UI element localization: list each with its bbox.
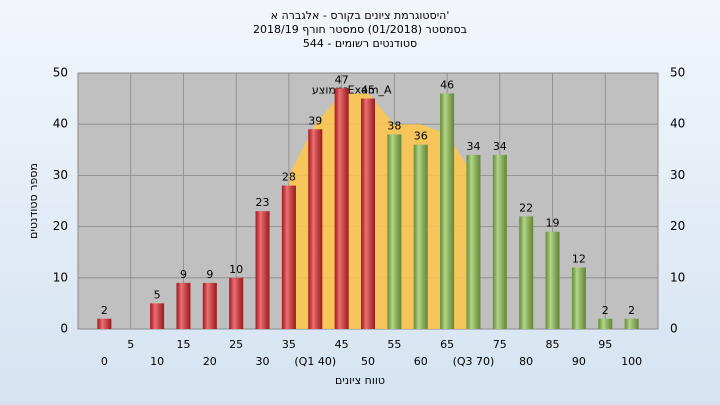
bar-shine (624, 318, 639, 329)
x-tick-label: 100 (621, 355, 642, 368)
data-label: 9 (206, 268, 213, 281)
y2-tick-label: 0 (670, 322, 678, 336)
bar-shine (440, 93, 455, 329)
x-tick-label: 10 (150, 355, 164, 368)
data-label: 19 (546, 217, 560, 230)
data-label: 23 (256, 196, 270, 209)
y2-tick-label: 20 (670, 219, 685, 233)
x-tick-label: 95 (598, 338, 612, 351)
y2-tick-label: 30 (670, 168, 685, 182)
data-label: 36 (414, 130, 428, 143)
bar-shine (334, 88, 349, 329)
y2-tick-label: 10 (670, 270, 685, 284)
x-tick-label: 0 (101, 355, 108, 368)
x-tick-label: 75 (493, 338, 507, 351)
x-axis-label: טווח ציונים (335, 374, 385, 387)
bar-shine (361, 98, 375, 329)
x-tick-label: 5 (127, 338, 134, 351)
data-label: 28 (282, 171, 296, 184)
data-label: 5 (154, 288, 161, 301)
x-tick-label: 30 (256, 355, 270, 368)
y-tick-label: 40 (53, 117, 68, 131)
bar-shine (492, 154, 507, 329)
data-label: 47 (335, 73, 349, 86)
y-tick-label: 0 (60, 322, 68, 336)
y-tick-label: 50 (53, 66, 68, 80)
y2-tick-label: 50 (670, 66, 685, 80)
x-tick-label: 85 (546, 338, 560, 351)
chart-subtitle: בסמסטר (01/2018) סמסטר חורף 2018/19 (253, 23, 467, 36)
bar-shine (571, 267, 586, 329)
x-tick-label: (Q3 70) (453, 355, 495, 368)
x-tick-label: 90 (572, 355, 586, 368)
bar-shine (229, 277, 244, 329)
area-label: Exam_A (348, 83, 392, 96)
bar-shine (413, 144, 428, 329)
bar-shine (545, 231, 560, 329)
chart-subtitle: 544 - סטודנטים רשומים (303, 37, 417, 50)
data-label: 46 (440, 78, 454, 91)
x-tick-label: 25 (229, 338, 243, 351)
y2-tick-label: 40 (670, 117, 685, 131)
bar-shine (255, 211, 270, 329)
x-tick-label: 60 (414, 355, 428, 368)
x-tick-label: 55 (387, 338, 401, 351)
data-label: 2 (628, 304, 635, 317)
bar-shine (308, 129, 323, 329)
data-label: 34 (466, 140, 480, 153)
bar-shine (202, 282, 217, 329)
y-axis-label: מספר סטודנטים (27, 163, 40, 239)
data-label: 10 (229, 263, 243, 276)
bar-shine (519, 216, 534, 329)
y-tick-label: 10 (53, 270, 68, 284)
data-label: 2 (101, 304, 108, 317)
x-tick-label: 35 (282, 338, 296, 351)
x-tick-label: 50 (361, 355, 375, 368)
data-label: 34 (493, 140, 507, 153)
bar-shine (176, 282, 191, 329)
x-tick-label: 65 (440, 338, 454, 351)
bar-shine (150, 303, 165, 329)
data-label: 45 (361, 84, 375, 97)
x-tick-label: 80 (519, 355, 533, 368)
chart-title: היסטוגרמת ציונים בקורס - אלגברה א' (271, 9, 450, 22)
data-label: 22 (519, 201, 533, 214)
y-tick-label: 20 (53, 219, 68, 233)
x-tick-label: 20 (203, 355, 217, 368)
bar-shine (466, 154, 481, 329)
y-tick-label: 30 (53, 168, 68, 182)
bar-shine (97, 318, 112, 329)
data-label: 12 (572, 253, 586, 266)
data-label: 2 (602, 304, 609, 317)
data-label: 39 (308, 114, 322, 127)
bar-shine (387, 134, 402, 329)
data-label: 38 (387, 119, 401, 132)
x-tick-label: 45 (335, 338, 349, 351)
x-tick-label: (Q1 40) (294, 355, 336, 368)
bar-shine (598, 318, 613, 329)
data-label: 9 (180, 268, 187, 281)
bar-shine (281, 185, 296, 329)
x-tick-label: 15 (176, 338, 190, 351)
